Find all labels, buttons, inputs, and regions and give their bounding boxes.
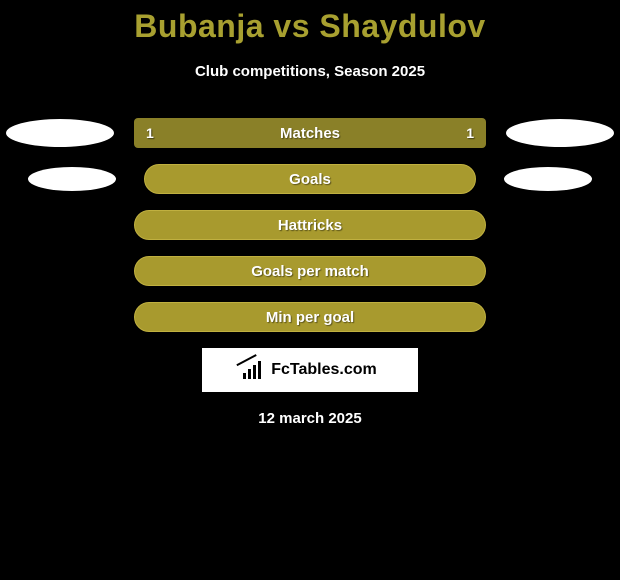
right-spacer: [506, 257, 614, 285]
bar-wrap-mpg: Min per goal: [134, 302, 486, 332]
goals-label: Goals: [145, 171, 475, 188]
bar-matches: 1 Matches 1: [134, 118, 486, 148]
right-ellipse: [504, 167, 592, 191]
row-min-per-goal: Min per goal: [0, 302, 620, 332]
right-ellipse: [506, 119, 614, 147]
hattricks-label: Hattricks: [135, 217, 485, 234]
chart-icon: [243, 361, 265, 379]
left-ellipse: [28, 167, 116, 191]
row-matches: 1 Matches 1: [0, 118, 620, 148]
left-spacer: [6, 303, 114, 331]
gpm-label: Goals per match: [135, 263, 485, 280]
stat-rows: 1 Matches 1 Goals Hattricks Goals per: [0, 118, 620, 332]
bar-wrap-gpm: Goals per match: [134, 256, 486, 286]
bar-wrap-goals: Goals: [144, 164, 476, 194]
right-spacer: [506, 211, 614, 239]
bar-min-per-goal: Min per goal: [134, 302, 486, 332]
left-spacer: [6, 211, 114, 239]
matches-left-value: 1: [146, 125, 154, 141]
brand-text: FcTables.com: [271, 361, 377, 379]
mpg-label: Min per goal: [135, 309, 485, 326]
left-spacer: [6, 257, 114, 285]
bar-goals: Goals: [144, 164, 476, 194]
bar-wrap-hattricks: Hattricks: [134, 210, 486, 240]
brand-box: FcTables.com: [202, 348, 418, 392]
row-goals: Goals: [0, 164, 620, 194]
page-title: Bubanja vs Shaydulov: [0, 0, 620, 45]
right-spacer: [506, 303, 614, 331]
matches-label: Matches: [134, 125, 486, 142]
matches-right-value: 1: [466, 125, 474, 141]
row-hattricks: Hattricks: [0, 210, 620, 240]
row-goals-per-match: Goals per match: [0, 256, 620, 286]
page-subtitle: Club competitions, Season 2025: [0, 63, 620, 80]
bar-hattricks: Hattricks: [134, 210, 486, 240]
date-text: 12 march 2025: [0, 410, 620, 427]
brand-inner: FcTables.com: [243, 361, 377, 379]
bar-goals-per-match: Goals per match: [134, 256, 486, 286]
left-ellipse: [6, 119, 114, 147]
bar-wrap-matches: 1 Matches 1: [134, 118, 486, 148]
